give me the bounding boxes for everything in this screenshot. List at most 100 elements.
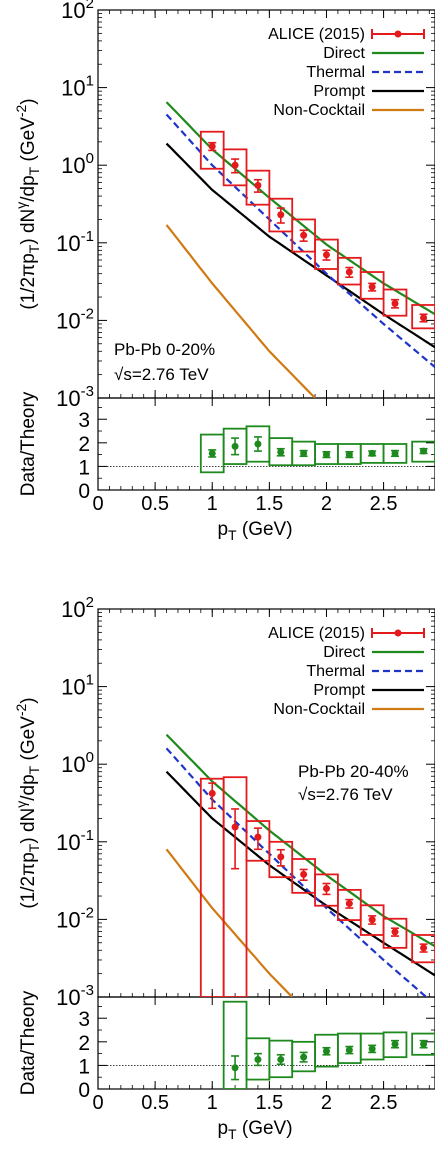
- data-sys-box: [411, 304, 435, 330]
- y-tick-label: 101: [61, 672, 94, 700]
- data-point: [345, 268, 353, 276]
- legend-label-direct: Direct: [323, 45, 365, 62]
- data-sys-box: [245, 169, 271, 206]
- ratio-y-tick-label: 1: [78, 1055, 90, 1078]
- ratio-points: [222, 1000, 435, 1089]
- ratio-point: [277, 1056, 285, 1064]
- ratio-point: [322, 451, 330, 459]
- data-point: [208, 142, 216, 150]
- annotation-centrality: Pb-Pb 20-40%: [298, 762, 409, 781]
- ratio-point: [231, 442, 239, 450]
- ratio-y-tick-label: 1: [78, 456, 90, 479]
- data-points: [199, 776, 435, 997]
- ratio-point: [420, 447, 428, 455]
- legend-label-thermal: Thermal: [306, 64, 365, 81]
- legend: ALICE (2015) Direct Thermal Prompt Non-Cockt…: [268, 625, 425, 718]
- ratio-point: [231, 1064, 239, 1072]
- y-tick-label: 10-3: [56, 383, 94, 411]
- x-tick-label: 0: [92, 1092, 103, 1114]
- data-sys-box: [268, 197, 294, 233]
- y-tick-label: 101: [61, 73, 94, 101]
- ratio-y-axis-label: Data/Theory: [18, 391, 39, 496]
- legend-label-noncocktail: Non-Cocktail: [273, 102, 365, 119]
- ratio-y-tick-label: 3: [78, 409, 90, 432]
- ratio-y-tick-label: 2: [78, 433, 90, 456]
- curve-thermal: [165, 113, 435, 368]
- data-sys-box: [314, 238, 339, 270]
- data-point: [420, 314, 428, 322]
- ratio-point: [368, 449, 376, 457]
- y-tick-label: 10-2: [56, 305, 94, 333]
- data-sys-box: [222, 776, 248, 997]
- ratio-y-axis-label: Data/Theory: [18, 990, 39, 1095]
- data-point: [300, 870, 308, 878]
- y-axis-label: (1/2πpT) dNγ/dpT (GeV-2): [13, 697, 42, 908]
- y-tick-label: 102: [61, 594, 94, 622]
- legend-label-data: ALICE (2015): [268, 26, 365, 43]
- x-tick-label: 0.5: [141, 1092, 169, 1114]
- ratio-point: [300, 1053, 308, 1061]
- data-point: [368, 916, 376, 924]
- legend-label-thermal: Thermal: [306, 663, 365, 680]
- ratio-points: [199, 425, 435, 474]
- x-axis-label: pT (GeV): [217, 1118, 292, 1142]
- x-tick-label: 2: [321, 1092, 332, 1114]
- ratio-sys-box: [411, 440, 435, 463]
- ratio-plot-frame: [97, 996, 435, 1090]
- data-point: [300, 231, 308, 239]
- curve-direct: [165, 733, 435, 948]
- x-tick-label: 1.5: [255, 1092, 283, 1114]
- ratio-y-tick-label: 2: [78, 1032, 90, 1055]
- ratio-point: [208, 449, 216, 457]
- data-point: [277, 211, 285, 219]
- ratio-plot-frame: [97, 397, 435, 491]
- legend-swatch-point: [394, 629, 402, 637]
- x-tick-label: 2.5: [370, 493, 398, 515]
- data-sys-box: [222, 148, 248, 187]
- y-tick-label: 100: [61, 150, 94, 178]
- ratio-sys-box: [411, 1032, 435, 1056]
- legend-label-data: ALICE (2015): [268, 625, 365, 642]
- y-tick-label: 10-1: [56, 228, 94, 256]
- ratio-point: [345, 1046, 353, 1054]
- legend-swatch-point: [394, 30, 402, 38]
- x-tick-label: 0.5: [141, 493, 169, 515]
- curve-prompt: [165, 142, 435, 349]
- data-point: [322, 885, 330, 893]
- ratio-point: [254, 1056, 262, 1064]
- y-tick-label: 10-1: [56, 827, 94, 855]
- data-point: [322, 251, 330, 259]
- y-tick-label: 10-2: [56, 904, 94, 932]
- ratio-y-tick-label: 0: [78, 480, 90, 503]
- ratio-point: [391, 449, 399, 457]
- data-point: [254, 833, 262, 841]
- ratio-point: [368, 1045, 376, 1053]
- curve-noncocktail: [165, 224, 316, 398]
- curve-direct: [165, 101, 435, 316]
- annotation-energy: √s=2.76 TeV: [298, 785, 393, 804]
- theory-curves: [165, 101, 435, 398]
- x-tick-label: 2: [321, 493, 332, 515]
- ratio-y-tick-label: 3: [78, 1008, 90, 1031]
- data-point: [391, 928, 399, 936]
- data-sys-box: [359, 271, 385, 300]
- data-point: [231, 161, 239, 169]
- data-point: [231, 823, 239, 831]
- data-sys-box: [411, 934, 435, 964]
- y-tick-label: 10-3: [56, 982, 94, 1010]
- legend-label-prompt: Prompt: [313, 682, 365, 699]
- annotation-energy: √s=2.76 TeV: [114, 365, 209, 384]
- ratio-sys-box: [382, 1031, 408, 1059]
- ratio-point: [322, 1047, 330, 1055]
- ratio-sys-box: [382, 443, 408, 464]
- annotation-centrality: Pb-Pb 0-20%: [114, 340, 215, 359]
- data-point: [391, 300, 399, 308]
- x-tick-label: 1: [207, 493, 218, 515]
- x-tick-label: 2.5: [370, 1092, 398, 1114]
- ratio-point: [345, 451, 353, 459]
- x-tick-label: 1: [207, 1092, 218, 1114]
- data-point: [420, 944, 428, 952]
